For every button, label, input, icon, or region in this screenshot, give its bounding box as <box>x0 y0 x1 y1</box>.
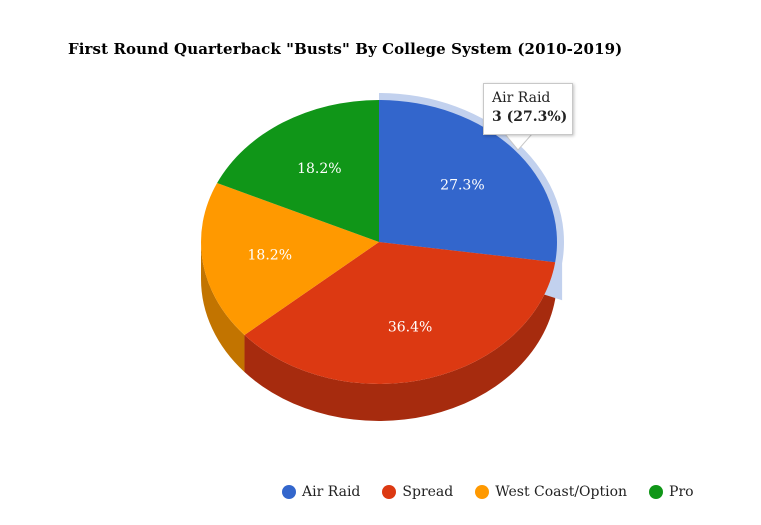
legend-item-pro[interactable]: Pro <box>649 484 694 500</box>
pie-slice-spread[interactable] <box>244 242 556 384</box>
pie-slices <box>201 99 557 384</box>
legend-item-air-raid[interactable]: Air Raid <box>282 484 360 500</box>
legend-label-pro: Pro <box>669 484 694 500</box>
tooltip-label: Air Raid <box>492 90 551 106</box>
pie-slice-air-raid[interactable] <box>379 100 557 263</box>
legend-swatch-west-coast-option <box>475 485 490 499</box>
legend: Air Raid Spread West Coast/Option Pro <box>282 484 694 500</box>
legend-label-spread: Spread <box>402 484 454 500</box>
slice-label-west-coast-option: 18.2% <box>248 248 292 264</box>
slice-label-pro: 18.2% <box>297 161 341 177</box>
legend-swatch-spread <box>382 485 397 499</box>
pie-side-spread <box>244 262 556 422</box>
legend-swatch-air-raid <box>282 485 296 499</box>
tooltip-value: 3 (27.3%) <box>492 109 568 125</box>
slice-label-air-raid: 27.3% <box>440 177 484 193</box>
legend-swatch-pro <box>649 485 664 499</box>
slice-label-spread: 36.4% <box>388 319 432 335</box>
legend-item-spread[interactable]: Spread <box>382 484 453 500</box>
legend-label-west-coast-option: West Coast/Option <box>495 484 628 500</box>
slice-labels: 27.3% 36.4% 18.2% 18.2% <box>248 133 534 335</box>
chart-title: First Round Quarterback "Busts" By Colle… <box>68 40 623 58</box>
pie-side-west-coast-option <box>201 242 245 372</box>
legend-label-air-raid: Air Raid <box>302 484 361 500</box>
legend-item-west-coast-option[interactable]: West Coast/Option <box>475 484 627 500</box>
pie-slice-west-coast-option[interactable] <box>201 183 379 335</box>
tooltip: Air Raid 3 (27.3%) <box>483 83 573 135</box>
pie-slice-pro[interactable] <box>217 99 379 242</box>
